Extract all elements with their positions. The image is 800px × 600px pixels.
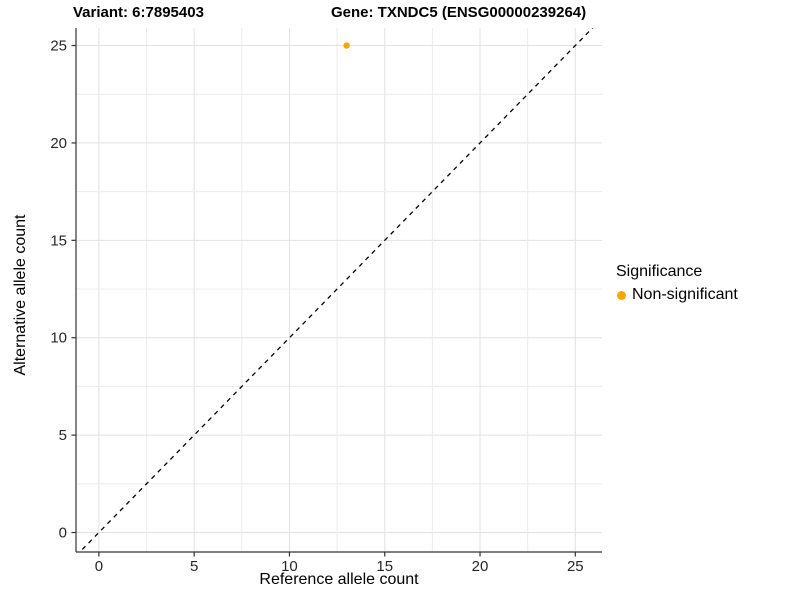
y-tick-label: 5 — [59, 427, 67, 444]
y-tick-label: 20 — [50, 135, 67, 152]
y-tick-label: 0 — [59, 525, 67, 542]
plot-title-gene: Gene: TXNDC5 (ENSG00000239264) — [331, 4, 587, 21]
x-tick-label: 15 — [376, 558, 393, 575]
y-tick-label: 15 — [50, 232, 67, 249]
x-axis-label: Reference allele count — [259, 571, 419, 588]
data-point — [343, 42, 350, 49]
reference-line-group — [78, 28, 594, 552]
identity-dashed-line — [78, 28, 594, 552]
x-tick-label: 25 — [567, 558, 584, 575]
y-tick-label: 10 — [50, 330, 67, 347]
x-tick-label: 10 — [281, 558, 298, 575]
legend-item-label: Non-significant — [632, 286, 738, 303]
legend-item: Non-significant — [616, 286, 738, 304]
x-tick-label: 0 — [95, 558, 103, 575]
x-tick-label: 5 — [190, 558, 198, 575]
x-tick-label: 20 — [472, 558, 489, 575]
plot-title-variant: Variant: 6:7895403 — [73, 4, 204, 21]
legend: Significance Non-significant — [616, 263, 738, 304]
y-axis-label: Alternative allele count — [12, 214, 29, 376]
y-tick-label: 25 — [50, 38, 67, 55]
legend-title: Significance — [616, 263, 703, 280]
legend-point-icon — [617, 290, 626, 300]
